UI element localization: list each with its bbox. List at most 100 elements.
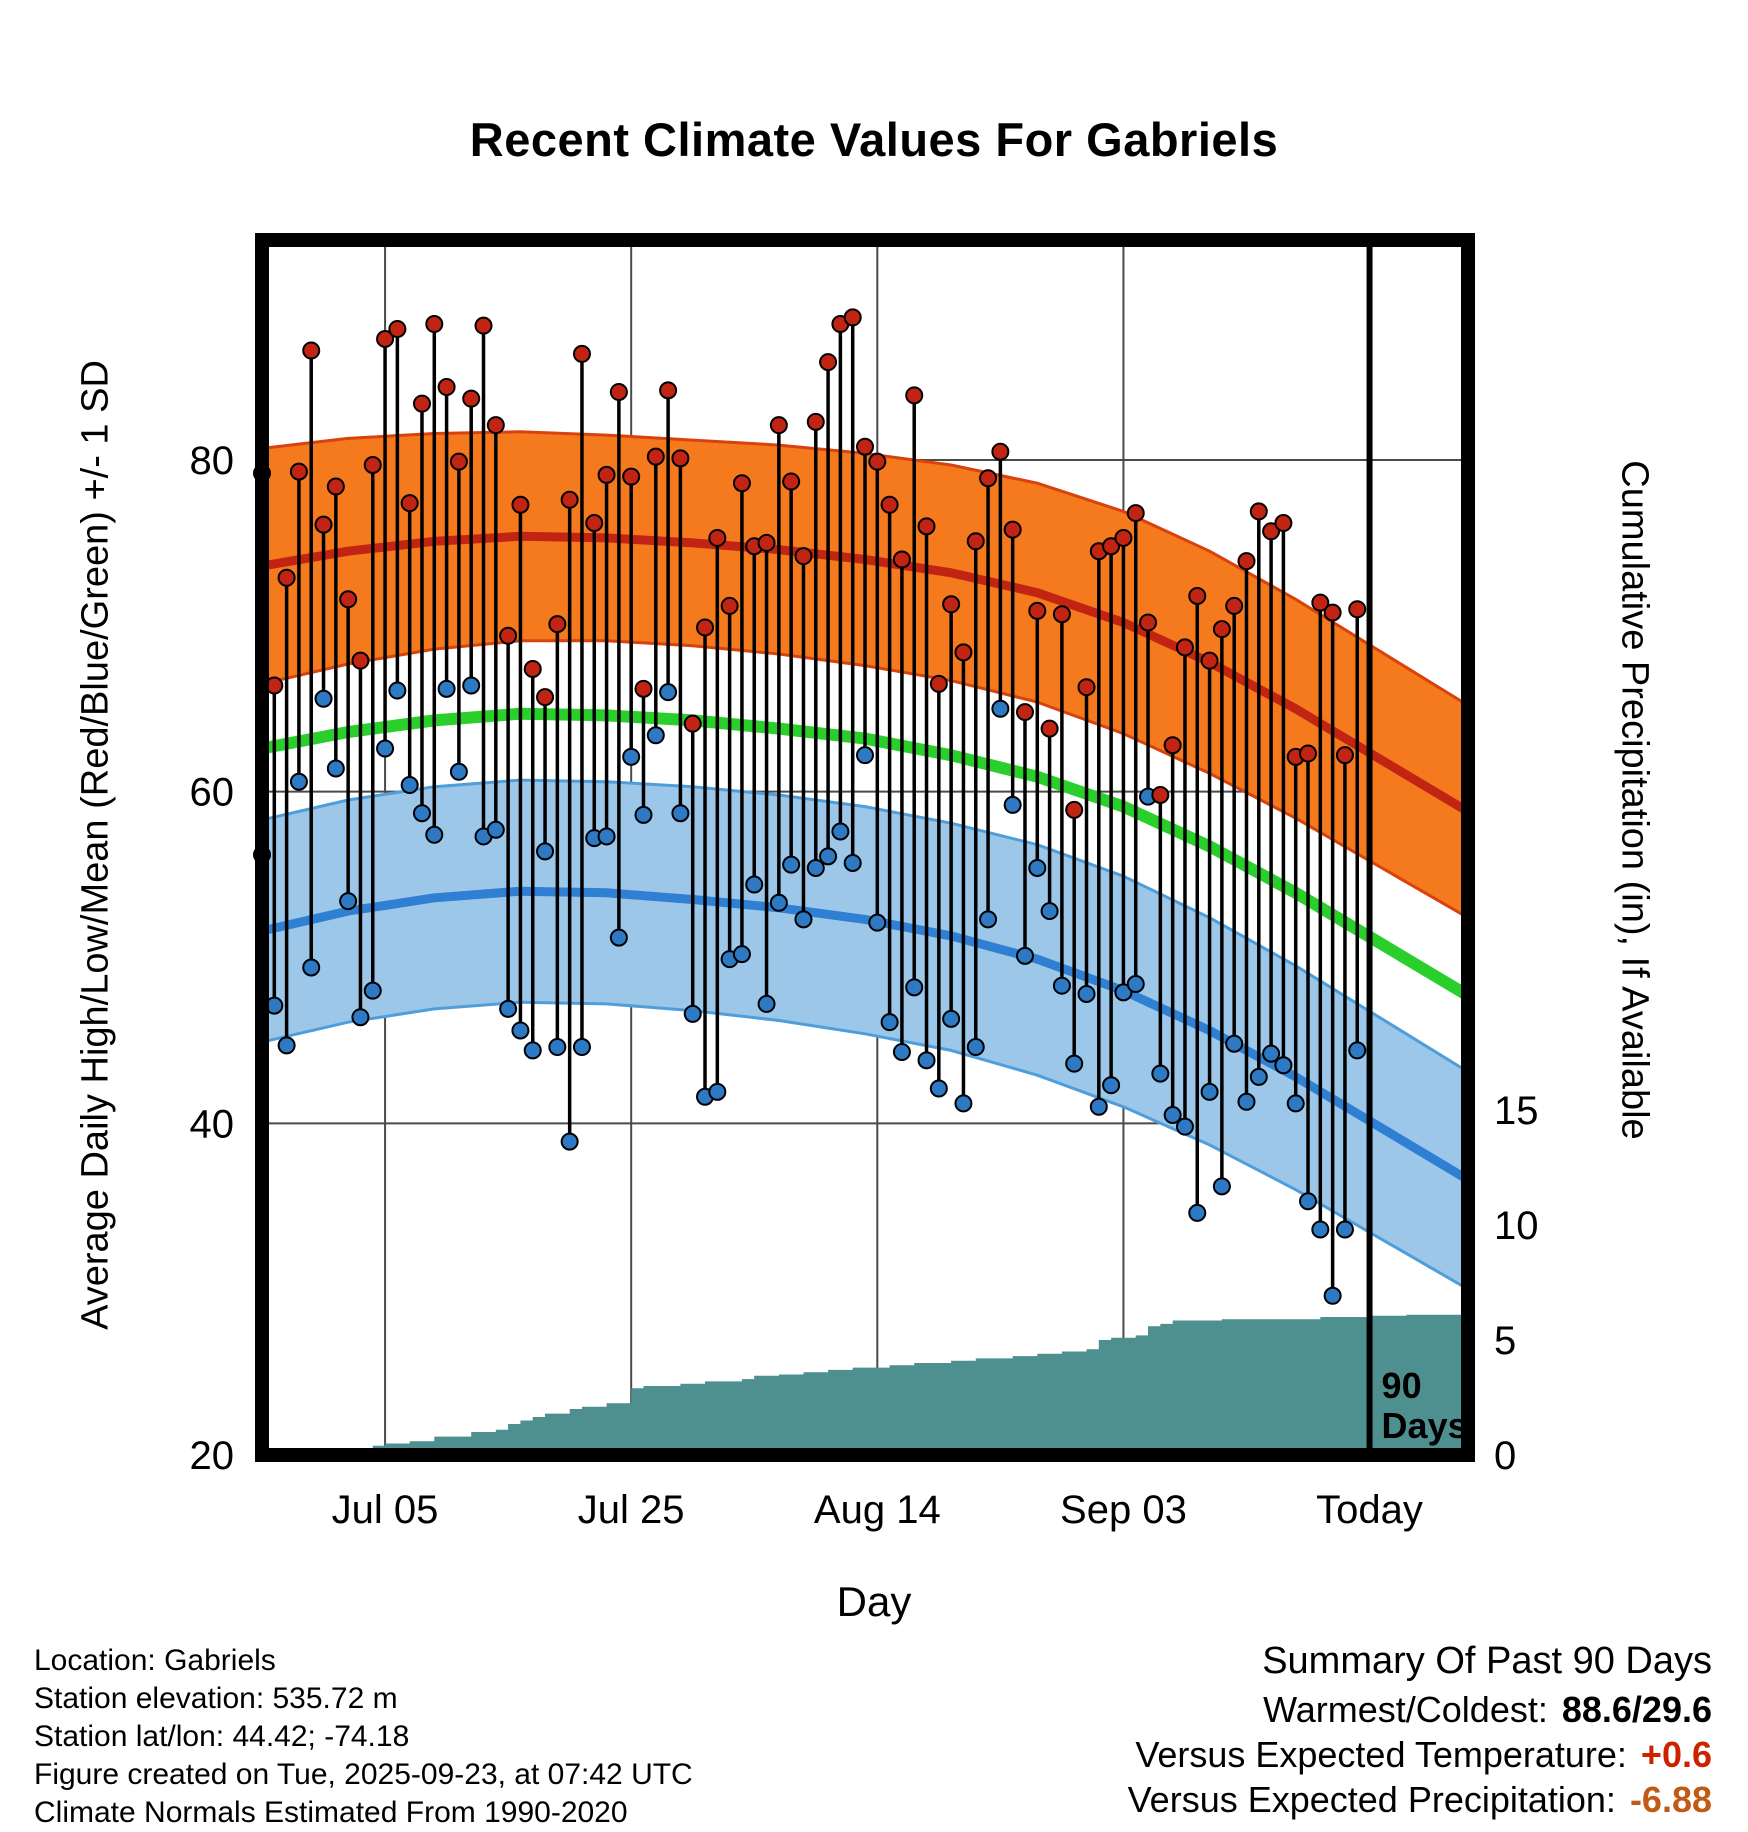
- daily-low-dot: [363, 981, 382, 1000]
- daily-low-dot: [400, 776, 419, 795]
- x-tick-label: Jul 05: [332, 1488, 439, 1532]
- daily-low-dot: [966, 1038, 985, 1057]
- daily-high-dot: [622, 467, 641, 486]
- daily-low-dot: [1175, 1117, 1194, 1136]
- daily-low-dot: [1249, 1067, 1268, 1086]
- daily-high-dot: [732, 474, 751, 493]
- summary-title: Summary Of Past 90 Days: [1262, 1640, 1712, 1682]
- daily-high-dot: [314, 515, 333, 534]
- daily-high-dot: [843, 308, 862, 327]
- daily-high-dot: [1212, 620, 1231, 639]
- daily-high-dot: [1348, 600, 1367, 619]
- daily-low-dot: [929, 1079, 948, 1098]
- daily-high-dot: [856, 437, 874, 456]
- daily-high-dot: [585, 514, 604, 533]
- daily-high-dot: [1249, 502, 1268, 521]
- daily-low-dot: [671, 804, 690, 823]
- daily-low-dot: [412, 804, 431, 823]
- daily-low-dot: [819, 847, 838, 866]
- daily-high-dot: [634, 679, 653, 698]
- daily-high-dot: [646, 447, 665, 466]
- daily-high-dot: [474, 316, 493, 335]
- daily-low-dot: [646, 726, 665, 745]
- daily-low-dot: [1028, 858, 1047, 877]
- daily-low-dot: [757, 994, 776, 1013]
- daily-high-dot: [1003, 520, 1022, 539]
- summary-value-vs-temperature: +0.6: [1640, 1734, 1712, 1775]
- daily-high-dot: [376, 329, 395, 348]
- x-tick-label: Sep 03: [1060, 1488, 1187, 1532]
- daily-high-dot: [917, 517, 936, 536]
- daily-high-dot: [1163, 736, 1182, 755]
- daily-high-dot: [1015, 703, 1034, 722]
- daily-high-dot: [1274, 514, 1293, 533]
- daily-high-dot: [1102, 537, 1121, 556]
- daily-low-dot: [745, 875, 764, 894]
- daily-high-dot: [597, 465, 616, 484]
- chart-title: Recent Climate Values For Gabriels: [469, 113, 1279, 166]
- daily-high-dot: [769, 416, 788, 435]
- daily-high-dot: [1175, 638, 1194, 657]
- summary-row-vs-precipitation: Versus Expected Precipitation: -6.88: [1128, 1777, 1712, 1822]
- daily-high-dot: [289, 462, 308, 481]
- daily-high-dot: [425, 315, 444, 334]
- daily-low-dot: [1348, 1041, 1367, 1060]
- daily-low-dot: [1163, 1106, 1182, 1125]
- daily-low-dot: [1151, 1064, 1170, 1083]
- daily-low-dot: [277, 1036, 296, 1055]
- daily-high-dot: [1311, 593, 1330, 612]
- daily-low-dot: [536, 842, 555, 861]
- daily-low-dot: [880, 1013, 899, 1032]
- daily-high-dot: [548, 615, 567, 634]
- daily-low-dot: [1225, 1034, 1244, 1053]
- daily-low-dot: [523, 1041, 542, 1060]
- daily-high-dot: [1151, 785, 1170, 804]
- plot-border: [255, 233, 1475, 1462]
- daily-low-dot: [979, 910, 998, 929]
- daily-high-dot: [326, 477, 345, 496]
- y-right-tick-label: 10: [1494, 1204, 1539, 1248]
- daily-low-dot: [1262, 1044, 1281, 1063]
- daily-low-dot: [339, 892, 358, 911]
- daily-high-dot: [1299, 744, 1318, 763]
- metadata-location: Location: Gabriels: [34, 1644, 276, 1677]
- daily-low-dot: [1126, 975, 1145, 994]
- cumulative-precip-area: [262, 1312, 1468, 1455]
- daily-low-dot: [289, 772, 308, 791]
- daily-low-dot: [1200, 1082, 1219, 1101]
- daily-low-dot: [1212, 1177, 1231, 1196]
- daily-high-dot: [794, 547, 813, 566]
- daily-high-dot: [905, 386, 924, 405]
- daily-high-dot: [609, 383, 628, 402]
- daily-low-dot: [683, 1004, 702, 1023]
- daily-high-dot: [560, 490, 579, 509]
- daily-low-dot: [806, 858, 825, 877]
- daily-low-dot: [782, 855, 801, 874]
- daily-high-dot: [1335, 746, 1354, 765]
- daily-low-dot: [314, 689, 333, 708]
- daily-low-dot: [634, 805, 653, 824]
- daily-high-dot: [966, 532, 985, 551]
- summary-row-warmest-coldest: Warmest/Coldest: 88.6/29.6: [1128, 1687, 1712, 1732]
- x-tick-label: Aug 14: [814, 1488, 941, 1532]
- daily-high-dot: [1126, 504, 1145, 523]
- y-right-tick-label: 5: [1494, 1319, 1516, 1363]
- daily-low-dot: [597, 827, 616, 846]
- daily-low-dot: [572, 1038, 591, 1057]
- daily-high-dot: [892, 550, 911, 569]
- y-left-tick-label: 40: [190, 1102, 235, 1146]
- daily-low-dot: [868, 913, 887, 932]
- daily-low-dot: [1114, 983, 1133, 1002]
- daily-high-dot: [437, 378, 456, 397]
- x-axis-label: Day: [836, 1578, 912, 1625]
- daily-low-dot: [1040, 902, 1059, 921]
- daily-low-dot: [794, 910, 813, 929]
- daily-low-dot: [499, 999, 518, 1018]
- daily-low-dot: [905, 978, 924, 997]
- daily-high-dot: [819, 353, 838, 372]
- daily-low-dot: [1003, 795, 1022, 814]
- daily-high-dot: [363, 455, 382, 474]
- daily-low-dot: [856, 746, 874, 765]
- daily-high-dot: [696, 618, 715, 637]
